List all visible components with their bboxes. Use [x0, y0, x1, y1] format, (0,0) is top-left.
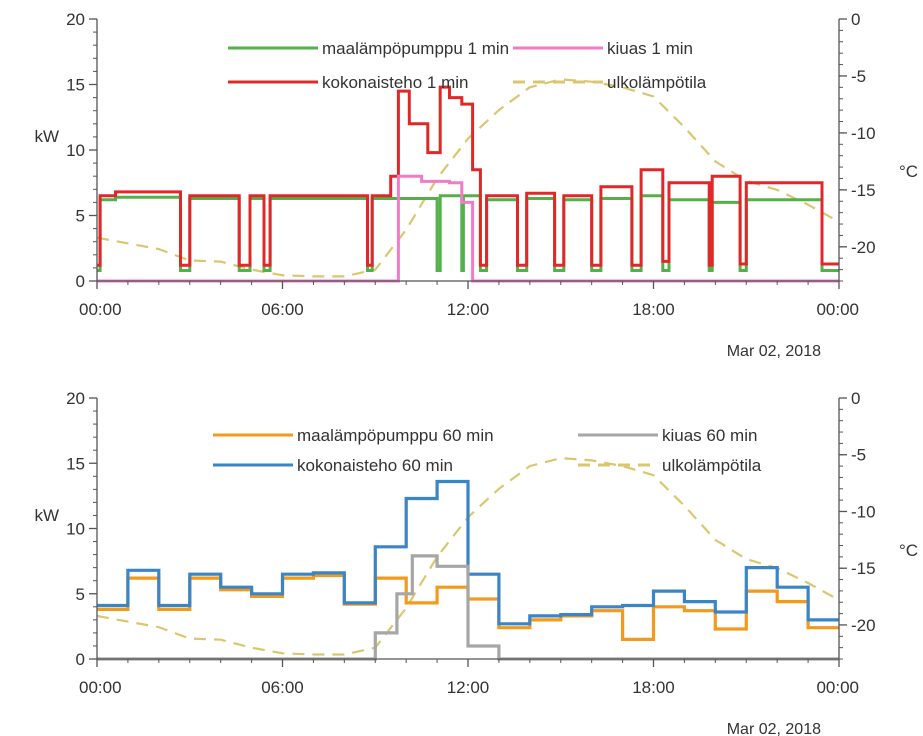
- y-tick-label: 20: [66, 389, 85, 408]
- top-chart-panel: 0 5 10 15 20 -20 -15 -10 -5 0 00:00 06:00 12:00 18:00…: [34, 10, 918, 360]
- legend-label: kokonaisteho 60 min: [297, 456, 453, 475]
- x-tick-label: 00:00: [79, 678, 122, 697]
- y-tick-label: 20: [66, 10, 85, 29]
- y2-axis-label: °C: [899, 541, 918, 560]
- y-axis-label: kW: [34, 506, 59, 525]
- y-tick-label: 0: [76, 650, 85, 669]
- y2-tick-label: -15: [851, 559, 876, 578]
- x-tick-label: 12:00: [447, 678, 490, 697]
- x-tick-label: 06:00: [261, 678, 304, 697]
- y2-tick-label: -15: [851, 181, 876, 200]
- legend-kiuas-entry: kiuas 60 min: [578, 426, 757, 445]
- legend: maalämpöpumppu 60 min kiuas 60 min kokonai…: [213, 426, 762, 475]
- series-line-kiuas: [97, 554, 839, 661]
- y-tick-label: 5: [76, 585, 85, 604]
- legend-maalampo-entry: maalämpöpumppu 60 min: [213, 426, 494, 445]
- series-line-ulko: [96, 78, 840, 278]
- y-tick-label: 10: [66, 141, 85, 160]
- y2-tick-label: -20: [851, 616, 876, 635]
- legend-label: ulkolämpötila: [662, 456, 762, 475]
- y2-tick-label: -5: [851, 446, 866, 465]
- x-tick-label: 18:00: [632, 300, 675, 319]
- y2-tick-label: -5: [851, 67, 866, 86]
- legend-label: kiuas 60 min: [662, 426, 757, 445]
- legend: maalämpöpumppu 1 min kiuas 1 min kokonaist…: [228, 39, 707, 92]
- y-axis-label: kW: [34, 127, 59, 146]
- x-tick-label: 06:00: [261, 300, 304, 319]
- legend-label: kokonaisteho 1 min: [322, 73, 468, 92]
- legend-label: ulkolämpötila: [607, 73, 707, 92]
- series-group: [96, 456, 840, 661]
- y2-tick-label: -20: [851, 238, 876, 257]
- series-line-kiuas: [97, 174, 839, 283]
- legend-maalampo-entry: maalämpöpumppu 1 min: [228, 39, 509, 58]
- x-tick-label: 00:00: [816, 678, 859, 697]
- x-tick-label: 12:00: [447, 300, 490, 319]
- legend-kokonais-entry: kokonaisteho 1 min: [228, 73, 468, 92]
- legend-kokonais-entry: kokonaisteho 60 min: [213, 456, 453, 475]
- date-label: Mar 02, 2018: [727, 343, 821, 360]
- y2-tick-label: -10: [851, 124, 876, 143]
- axes: 0 5 10 15 20 -20 -15 -10 -5 0 00:00 06:00 12:00 18:00…: [34, 10, 918, 360]
- axes: 0 5 10 15 20 -20 -15 -10 -5 0 00:00 06:00 12:00 18:00…: [34, 389, 918, 736]
- y-tick-label: 10: [66, 520, 85, 539]
- date-label: Mar 02, 2018: [727, 721, 821, 736]
- y-tick-label: 5: [76, 207, 85, 226]
- y2-tick-label: 0: [851, 10, 860, 29]
- series-group: [96, 78, 840, 283]
- x-tick-label: 18:00: [632, 678, 675, 697]
- bottom-chart-panel: 0 5 10 15 20 -20 -15 -10 -5 0 00:00 06:00 12:00 18:00…: [34, 389, 918, 736]
- series-line-kokonais: [97, 85, 839, 267]
- x-tick-label: 00:00: [816, 300, 859, 319]
- series-line-kokonais: [97, 479, 839, 626]
- y-tick-label: 0: [76, 272, 85, 291]
- legend-label: maalämpöpumppu 1 min: [322, 39, 509, 58]
- y-tick-label: 15: [66, 76, 85, 95]
- legend-ulko-entry: ulkolämpötila: [578, 456, 762, 475]
- y2-tick-label: -10: [851, 502, 876, 521]
- series-line-maalampo: [97, 194, 839, 272]
- legend-label: maalämpöpumppu 60 min: [297, 426, 494, 445]
- legend-kiuas-entry: kiuas 1 min: [513, 39, 693, 58]
- x-tick-label: 00:00: [79, 300, 122, 319]
- y-tick-label: 15: [66, 454, 85, 473]
- legend-label: kiuas 1 min: [607, 39, 693, 58]
- y2-tick-label: 0: [851, 389, 860, 408]
- legend-ulko-entry: ulkolämpötila: [513, 73, 707, 92]
- y2-axis-label: °C: [899, 162, 918, 181]
